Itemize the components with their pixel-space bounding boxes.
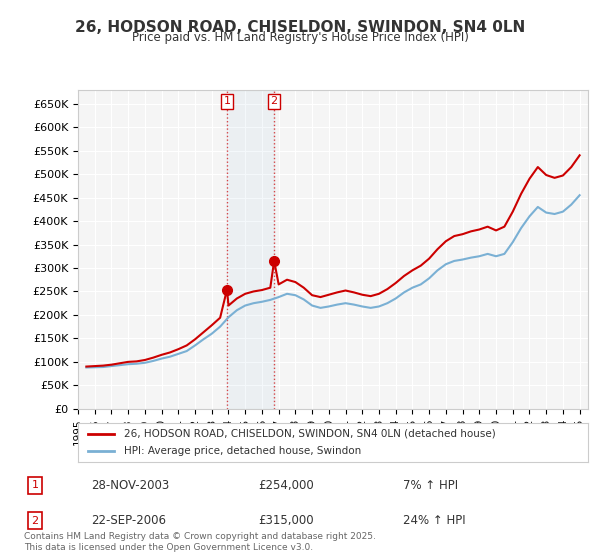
Text: £315,000: £315,000 (259, 514, 314, 528)
Text: 26, HODSON ROAD, CHISELDON, SWINDON, SN4 0LN (detached house): 26, HODSON ROAD, CHISELDON, SWINDON, SN4… (124, 429, 496, 439)
Text: 7% ↑ HPI: 7% ↑ HPI (403, 479, 458, 492)
Text: 26, HODSON ROAD, CHISELDON, SWINDON, SN4 0LN: 26, HODSON ROAD, CHISELDON, SWINDON, SN4… (75, 20, 525, 35)
Bar (227, 90, 274, 409)
Text: 2: 2 (32, 516, 39, 526)
Text: Price paid vs. HM Land Registry's House Price Index (HPI): Price paid vs. HM Land Registry's House … (131, 31, 469, 44)
Text: 28-NOV-2003: 28-NOV-2003 (91, 479, 169, 492)
Text: £254,000: £254,000 (259, 479, 314, 492)
Text: HPI: Average price, detached house, Swindon: HPI: Average price, detached house, Swin… (124, 446, 361, 456)
Text: 2: 2 (271, 96, 278, 106)
Text: Contains HM Land Registry data © Crown copyright and database right 2025.
This d: Contains HM Land Registry data © Crown c… (24, 532, 376, 552)
Text: 22-SEP-2006: 22-SEP-2006 (91, 514, 166, 528)
Text: 24% ↑ HPI: 24% ↑ HPI (403, 514, 466, 528)
Text: 1: 1 (32, 480, 38, 490)
Text: 1: 1 (223, 96, 230, 106)
